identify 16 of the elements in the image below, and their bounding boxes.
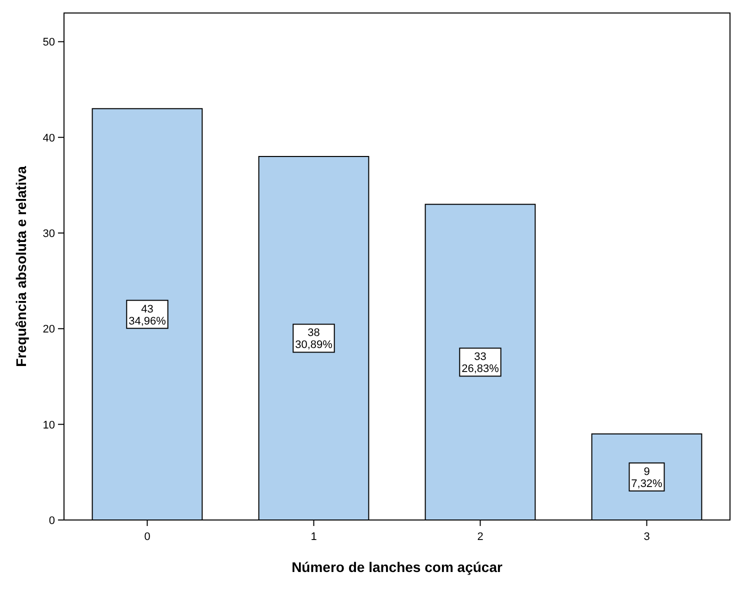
x-tick-label: 0 (144, 531, 150, 543)
y-tick-label: 10 (42, 419, 55, 432)
data-label: 33 26,83% (462, 351, 500, 376)
data-label: 43 34,96% (128, 303, 166, 328)
data-label: 9 7,32% (631, 466, 663, 490)
data-label: 38 30,89% (295, 327, 333, 352)
y-tick-label: 0 (48, 515, 55, 527)
y-tick-label: 40 (42, 132, 55, 144)
y-tick-label: 50 (42, 36, 55, 49)
x-axis-title: Número de lanches com açúcar (292, 559, 503, 575)
x-tick-label: 1 (310, 531, 317, 543)
x-tick-label: 3 (644, 531, 650, 543)
y-axis-title: Frequência absoluta e relativa (13, 166, 29, 367)
y-tick-label: 30 (42, 228, 55, 240)
x-tick-label: 2 (477, 531, 484, 543)
y-tick-label: 20 (42, 324, 55, 336)
